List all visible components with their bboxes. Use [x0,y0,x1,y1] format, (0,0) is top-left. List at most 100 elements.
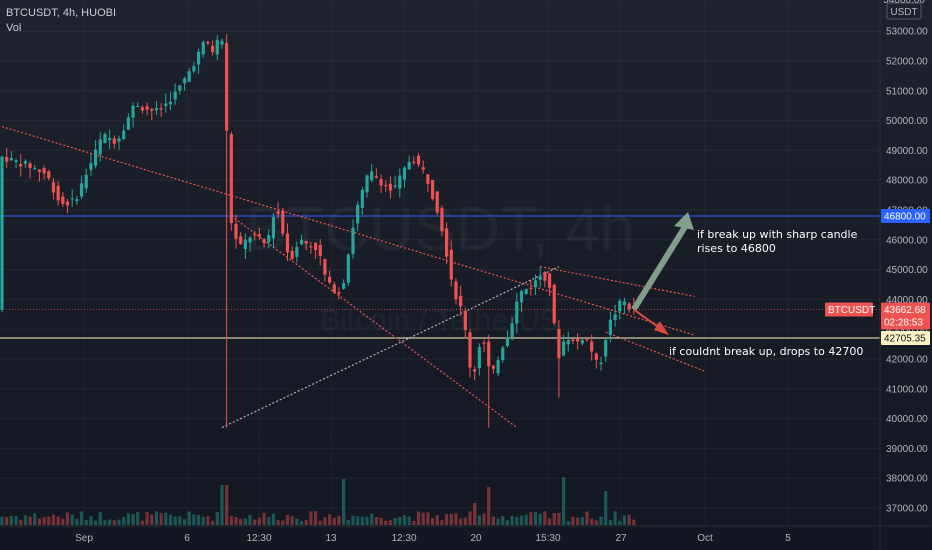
candle-body [412,161,416,163]
volume-bar [285,514,290,525]
volume-bar [220,485,224,525]
volume-bar [267,517,271,525]
candle-body [257,234,261,237]
volume-bar [538,513,542,525]
volume-bar [299,520,304,525]
volume-bar [136,512,140,525]
price-tick-label: 43000.00 [886,325,928,336]
price-tick-label: 52000.00 [886,57,928,68]
volume-bar [295,518,299,525]
candle-body [407,161,411,170]
volume-bar [19,519,23,525]
rising-support-line [221,266,560,429]
volume-bar [416,511,421,525]
volume-bar [342,479,346,525]
volume-bar [75,518,79,525]
level-42705-label: 42705.35 [884,333,926,344]
volume-bar [449,513,453,525]
price-tick-label: 42000.00 [886,355,928,366]
volume-bar [117,519,121,525]
candle-body [496,360,500,374]
volume-bar [234,517,238,525]
volume-bar [323,517,327,525]
candle-body [370,171,374,181]
volume-bar [491,516,495,525]
volume-bar [590,518,594,525]
candle-body [281,210,285,234]
volume-bar [571,516,575,525]
candle-body [19,163,23,167]
volume-bar [421,512,425,525]
candle-body [491,365,495,369]
volume-bar [370,513,374,525]
candle-body [28,163,32,169]
volume-bar [332,517,336,525]
forecast-arrows[interactable] [631,211,694,336]
volume-bar [604,491,608,525]
trend-drawings[interactable] [1,125,705,429]
candle-body [543,271,547,281]
candle-body [229,134,233,224]
volume-bar [445,514,449,525]
volume-bar [89,516,93,525]
candle-body [262,239,266,244]
volume-bar [328,514,332,525]
volume-bar [196,515,201,525]
volume-bar [51,514,56,525]
volume-bar [108,519,112,525]
candle-body [318,245,322,256]
symbol-header: BTCUSDT, 4h, HUOBI [6,7,117,19]
volume-bar [126,513,130,525]
candle-body [557,328,561,359]
volume-bar [65,512,70,525]
candle-body [56,185,60,201]
volume-bar [337,515,341,525]
volume-bar [94,520,98,525]
channel-top-line [540,266,695,298]
candle-body [42,168,46,174]
annotation-line: if break up with sharp candle [697,228,858,241]
price-level-lines[interactable] [0,215,880,339]
candle-body [463,310,467,331]
candle-body [533,280,538,288]
volume-bar [622,515,627,525]
candle-body [65,201,70,206]
volume-bar [519,515,524,525]
currency-badge-label: USDT [890,7,917,18]
candle-body [627,303,631,310]
volume-bar [281,520,285,525]
volume-bar [140,520,144,525]
candle-body [295,246,299,257]
price-axis[interactable]: 37000.00 38000.00 39000.00 40000.00 41000.00… [879,0,928,550]
volume-bar [0,516,4,525]
countdown-label: 02:28:53 [884,317,923,328]
volume-bar [524,514,528,525]
volume-bar [487,487,491,525]
volume-bar [37,518,42,525]
volume-bar [632,519,636,525]
channel-bottom-line [605,331,705,372]
price-tick-label: 38000.00 [886,474,928,485]
volume-bar [33,513,37,525]
candle-body [440,208,444,232]
price-tick-label: 46000.00 [886,235,928,246]
volume-bar [435,515,439,525]
candle-body [374,176,378,178]
candle-body [599,362,603,365]
candle-body [98,139,102,155]
candle-body [299,239,304,245]
volume-bar [613,511,617,525]
volume-bar [360,516,364,525]
volume-bar [566,520,570,525]
symbol-tag-label: BTCUSDT [828,305,875,316]
volume-bar [14,516,18,525]
volume-bar [459,518,463,525]
candle-body [421,167,425,170]
price-tick-label: 40000.00 [886,414,928,425]
time-axis[interactable]: Sep 6 12:30 13 12:30 20 15:30 27 Oct 5 [0,525,932,544]
candle-body [449,249,453,280]
candle-body [201,42,205,55]
volume-bar [159,513,163,525]
annotation-break-up: if break up with sharp candle rises to 46… [697,228,858,255]
